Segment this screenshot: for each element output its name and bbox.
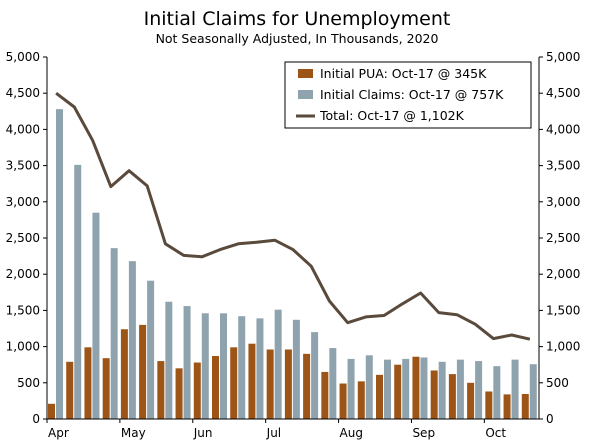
claims-bar bbox=[475, 361, 483, 419]
x-tick-label: Sep bbox=[412, 426, 435, 440]
claims-bar bbox=[384, 359, 391, 419]
y-tick-label-left: 3,000 bbox=[6, 195, 40, 209]
legend-swatch-pua bbox=[298, 69, 313, 78]
pua-bar bbox=[139, 324, 147, 419]
claims-bar bbox=[511, 359, 519, 419]
y-tick-label-left: 1,000 bbox=[6, 340, 40, 354]
claims-bar bbox=[256, 318, 264, 419]
y-tick-label-right: 5,000 bbox=[546, 50, 580, 64]
x-tick-label: Aug bbox=[340, 426, 363, 440]
pua-bar bbox=[394, 364, 402, 419]
pua-bar bbox=[321, 371, 329, 419]
y-tick-label-left: 0 bbox=[32, 412, 40, 426]
legend-label-claims: Initial Claims: Oct-17 @ 757K bbox=[320, 87, 504, 102]
legend: Initial PUA: Oct-17 @ 345K Initial Claim… bbox=[284, 61, 532, 129]
claims-bar bbox=[311, 332, 319, 419]
pua-bar bbox=[102, 358, 110, 419]
claims-bar bbox=[147, 280, 155, 419]
pua-bar bbox=[521, 394, 529, 419]
pua-bar bbox=[157, 361, 165, 419]
pua-bar bbox=[448, 374, 456, 419]
claims-bar bbox=[238, 316, 246, 419]
chart-subtitle: Not Seasonally Adjusted, In Thousands, 2… bbox=[156, 31, 439, 46]
legend-label-pua: Initial PUA: Oct-17 @ 345K bbox=[320, 66, 487, 81]
y-tick-label-right: 1,500 bbox=[546, 303, 580, 317]
y-tick-label-left: 3,500 bbox=[6, 159, 40, 173]
claims-bar bbox=[183, 306, 191, 419]
y-tick-label-right: 0 bbox=[546, 412, 554, 426]
claims-bar bbox=[220, 313, 227, 419]
legend-swatch-claims bbox=[298, 90, 313, 99]
y-tick-label-right: 1,000 bbox=[546, 340, 580, 354]
y-tick-label-right: 4,500 bbox=[546, 86, 580, 100]
pua-bar bbox=[412, 356, 420, 419]
pua-bar bbox=[357, 381, 365, 419]
pua-bar bbox=[212, 356, 219, 419]
y-tick-label-right: 2,500 bbox=[546, 231, 580, 245]
y-tick-label-left: 4,000 bbox=[6, 122, 40, 136]
y-tick-label-left: 1,500 bbox=[6, 303, 40, 317]
pua-bar bbox=[503, 394, 511, 419]
claims-bar bbox=[365, 355, 373, 419]
claims-bar bbox=[529, 364, 537, 419]
claims-bar bbox=[329, 348, 337, 419]
claims-bar bbox=[74, 164, 82, 419]
pua-bar bbox=[84, 347, 92, 419]
claims-bar bbox=[420, 357, 428, 419]
claims-bar bbox=[56, 109, 63, 420]
pua-bar bbox=[66, 361, 74, 419]
legend-frame bbox=[284, 61, 532, 129]
x-tick-label: Oct bbox=[485, 426, 506, 440]
plot-area: 0 0 500 500 1,000 1,000 1,500 1,500 2,000 2,000 2,… bbox=[6, 50, 581, 440]
y-tick-label-right: 3,000 bbox=[546, 195, 580, 209]
y-tick-label-right: 2,000 bbox=[546, 267, 580, 281]
pua-bar bbox=[120, 329, 128, 419]
claims-bar bbox=[347, 358, 355, 419]
y-tick-label-left: 500 bbox=[17, 376, 40, 390]
legend-label-total: Total: Oct-17 @ 1,102K bbox=[319, 108, 465, 123]
total-line bbox=[55, 92, 531, 341]
pua-bar bbox=[48, 403, 55, 419]
y-tick-label-right: 4,000 bbox=[546, 122, 580, 136]
pua-bar bbox=[376, 374, 383, 419]
y-tick-label-right: 500 bbox=[546, 376, 569, 390]
pua-bar bbox=[303, 353, 311, 419]
claims-bar bbox=[110, 248, 118, 419]
pua-bar bbox=[266, 349, 274, 419]
claims-bar bbox=[292, 319, 300, 419]
claims-bar bbox=[165, 301, 173, 419]
claims-bar bbox=[128, 261, 136, 419]
claims-bar bbox=[274, 309, 282, 419]
pua-bar bbox=[430, 370, 438, 419]
pua-bar bbox=[485, 391, 493, 419]
pua-bar bbox=[230, 347, 238, 419]
claims-bar bbox=[493, 366, 501, 419]
x-tick-label: Apr bbox=[48, 426, 69, 440]
y-tick-label-left: 4,500 bbox=[6, 86, 40, 100]
claims-bar bbox=[92, 212, 100, 419]
pua-bar bbox=[339, 383, 347, 419]
x-tick-label: May bbox=[121, 426, 146, 440]
pua-bar bbox=[467, 382, 475, 419]
chart-title: Initial Claims for Unemployment bbox=[144, 8, 451, 30]
y-tick-label-left: 2,000 bbox=[6, 267, 40, 281]
pua-bar bbox=[193, 362, 201, 419]
y-tick-label-left: 5,000 bbox=[6, 50, 40, 64]
claims-bar bbox=[402, 358, 410, 419]
claims-bar bbox=[201, 313, 209, 419]
pua-bar bbox=[284, 349, 292, 419]
x-tick-label: Jul bbox=[266, 426, 281, 440]
x-tick-label: Jun bbox=[193, 426, 213, 440]
claims-bar bbox=[456, 359, 464, 419]
pua-bar bbox=[248, 343, 256, 419]
y-tick-label-left: 2,500 bbox=[6, 231, 40, 245]
y-tick-label-right: 3,500 bbox=[546, 159, 580, 173]
pua-bar bbox=[175, 368, 183, 419]
claims-bar bbox=[438, 361, 446, 419]
